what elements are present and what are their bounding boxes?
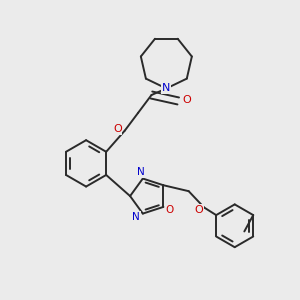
- Text: O: O: [113, 124, 122, 134]
- Text: N: N: [137, 167, 145, 177]
- Text: O: O: [166, 206, 174, 215]
- Text: N: N: [162, 83, 170, 94]
- Text: O: O: [194, 205, 203, 215]
- Text: O: O: [182, 95, 191, 105]
- Text: N: N: [132, 212, 140, 222]
